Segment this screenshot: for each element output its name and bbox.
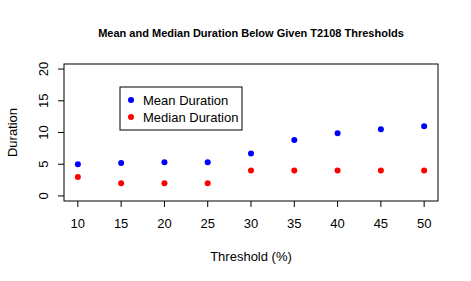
x-tick: [164, 201, 165, 207]
data-point: [161, 180, 167, 186]
chart-title: Mean and Median Duration Below Given T21…: [98, 27, 404, 39]
legend-label: Mean Duration: [143, 93, 228, 108]
y-axis-label: Duration: [5, 108, 20, 157]
data-point: [161, 159, 167, 165]
y-tick: [58, 195, 64, 196]
x-tick: [380, 201, 381, 207]
legend-box: [120, 87, 242, 130]
data-point: [291, 168, 297, 174]
data-point: [335, 130, 341, 136]
x-tick: [207, 201, 208, 207]
x-tick: [424, 201, 425, 207]
data-point: [421, 123, 427, 129]
x-tick-label: 50: [417, 216, 431, 231]
chart-container: Mean and Median Duration Below Given T21…: [0, 0, 471, 281]
x-tick-label: 35: [287, 216, 301, 231]
y-tick: [58, 69, 64, 70]
data-point: [118, 160, 124, 166]
x-tick-label: 45: [374, 216, 388, 231]
x-tick: [121, 201, 122, 207]
data-point: [75, 161, 81, 167]
data-point: [118, 180, 124, 186]
x-tick: [294, 201, 295, 207]
data-point: [421, 168, 427, 174]
chart-svg: Mean and Median Duration Below Given T21…: [0, 0, 471, 281]
legend-marker: [128, 97, 134, 103]
x-tick: [77, 201, 78, 207]
x-tick-label: 25: [200, 216, 214, 231]
legend-label: Median Duration: [143, 110, 238, 125]
data-point: [205, 159, 211, 165]
data-point: [248, 150, 254, 156]
legend: Mean Duration Median Duration: [120, 87, 242, 130]
x-tick: [251, 201, 252, 207]
x-tick-label: 15: [114, 216, 128, 231]
x-axis-label: Threshold (%): [210, 249, 292, 264]
y-tick: [58, 100, 64, 101]
plot-frame: [64, 64, 438, 201]
x-tick: [337, 201, 338, 207]
data-point: [248, 168, 254, 174]
data-point: [335, 168, 341, 174]
y-tick-label: 10: [36, 125, 51, 139]
x-tick-label: 20: [157, 216, 171, 231]
y-tick-label: 15: [36, 94, 51, 108]
legend-marker: [128, 114, 134, 120]
x-tick-label: 10: [71, 216, 85, 231]
data-point: [75, 174, 81, 180]
y-tick: [58, 164, 64, 165]
data-point: [378, 168, 384, 174]
data-point: [205, 180, 211, 186]
y-tick-label: 5: [36, 161, 51, 168]
y-tick-label: 20: [36, 62, 51, 76]
data-point: [378, 126, 384, 132]
y-tick: [58, 132, 64, 133]
data-point: [291, 137, 297, 143]
x-tick-label: 40: [330, 216, 344, 231]
y-tick-label: 0: [36, 192, 51, 199]
x-tick-label: 30: [244, 216, 258, 231]
marks: [75, 123, 427, 186]
